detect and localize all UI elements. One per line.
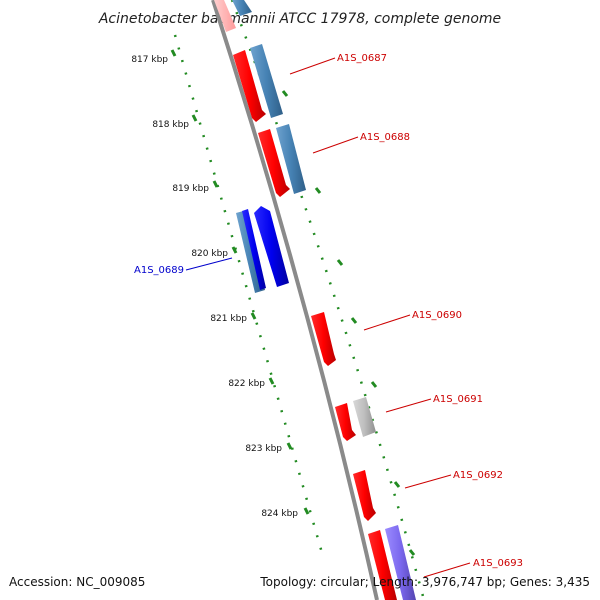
gene-A1S_0688-companion[interactable] (276, 124, 306, 194)
gene-leader-lines (185, 57, 471, 578)
gene-features (214, 0, 416, 600)
gc-track-inner (173, 34, 326, 561)
kbp-label: 821 kbp (210, 314, 247, 324)
kbp-ruler: 817 kbp 818 kbp 819 kbp 820 kbp 821 kbp … (131, 55, 298, 519)
gene-A1S_0687-companion[interactable] (250, 44, 283, 118)
gene-labels: A1S_0687 A1S_0688 A1S_0689 A1S_0690 A1S_… (134, 53, 523, 569)
topology-text: Topology: circular; Length: 3,976,747 bp… (259, 575, 590, 589)
gene-A1S_0687-forward[interactable] (233, 50, 266, 122)
gene-A1S_0691-companion[interactable] (353, 397, 376, 437)
gene-label-A1S_0693[interactable]: A1S_0693 (473, 558, 523, 569)
accession-text: Accession: NC_009085 (9, 575, 145, 589)
gene-label-A1S_0690[interactable]: A1S_0690 (412, 310, 462, 321)
gene-A1S_0689-reverse-3[interactable] (254, 206, 289, 287)
kbp-label: 824 kbp (261, 509, 298, 519)
gene-A1S_0691-forward[interactable] (335, 403, 356, 441)
gene-A1S_0692-forward[interactable] (353, 470, 376, 521)
gc-track-outer (230, 0, 426, 600)
kbp-label: 823 kbp (245, 444, 282, 454)
gene-feature-partial[interactable] (232, 0, 252, 16)
gene-label-A1S_0692[interactable]: A1S_0692 (453, 470, 503, 481)
gene-A1S_0690-forward[interactable] (311, 312, 336, 366)
gc-major-ticks (170, 49, 416, 556)
gene-A1S_0693-companion[interactable] (385, 525, 416, 600)
map-title: Acinetobacter baumannii ATCC 17978, comp… (98, 11, 501, 27)
chromosome-backbone (211, 0, 379, 600)
gene-feature-partial[interactable] (214, 0, 236, 32)
gene-A1S_0689-reverse-2[interactable] (242, 209, 266, 290)
kbp-label: 820 kbp (191, 249, 228, 259)
kbp-label: 822 kbp (228, 379, 265, 389)
gene-label-A1S_0691[interactable]: A1S_0691 (433, 394, 483, 405)
kbp-label: 818 kbp (152, 120, 189, 130)
gene-A1S_0688-forward[interactable] (258, 129, 290, 197)
gene-label-A1S_0689[interactable]: A1S_0689 (134, 265, 184, 276)
gene-label-A1S_0688[interactable]: A1S_0688 (360, 132, 410, 143)
kbp-label: 819 kbp (172, 184, 209, 194)
gene-A1S_0693-forward[interactable] (368, 530, 397, 600)
gene-label-A1S_0687[interactable]: A1S_0687 (337, 53, 387, 64)
kbp-label: 817 kbp (131, 55, 168, 65)
